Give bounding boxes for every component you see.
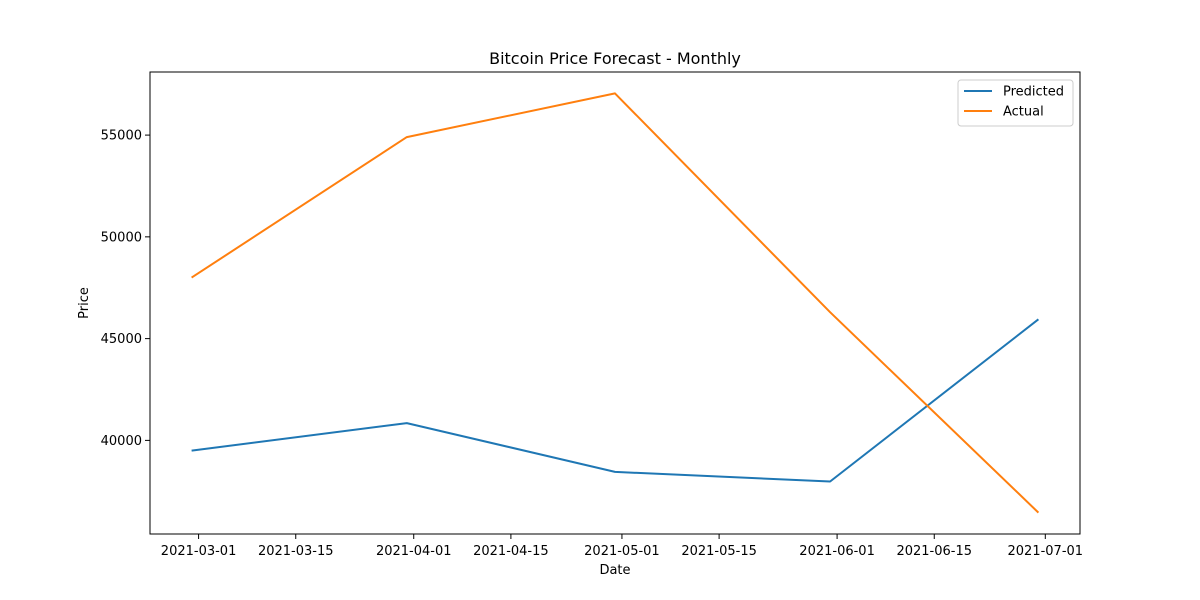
x-tick-label: 2021-03-01 (161, 544, 237, 559)
x-tick-label: 2021-04-15 (473, 544, 549, 559)
x-tick-label: 2021-06-15 (896, 544, 972, 559)
legend-label-actual: Actual (1003, 105, 1044, 120)
y-axis-title: Price (77, 287, 92, 319)
y-tick-label: 45000 (101, 332, 142, 347)
y-tick-label: 50000 (101, 230, 142, 245)
x-axis-title: Date (599, 563, 630, 578)
legend: Predicted Actual (957, 79, 1074, 127)
x-tick-label: 2021-05-15 (681, 544, 757, 559)
series-line-actual (191, 92, 1040, 514)
x-tick-label: 2021-06-01 (799, 544, 875, 559)
x-tick-label: 2021-05-01 (584, 544, 660, 559)
y-tick-label: 55000 (101, 129, 142, 144)
plot-area: 40000 45000 50000 55000 2021-03-01 2021-03-15… (101, 92, 1084, 559)
chart-title: Bitcoin Price Forecast - Monthly (489, 49, 741, 68)
x-tick-label: 2021-07-01 (1008, 544, 1084, 559)
legend-label-predicted: Predicted (1003, 85, 1064, 100)
plot-frame (149, 71, 1081, 535)
x-tick-label: 2021-03-15 (258, 544, 334, 559)
x-tick-label: 2021-04-01 (376, 544, 452, 559)
y-tick-label: 40000 (101, 434, 142, 449)
series-line-predicted (191, 318, 1040, 483)
